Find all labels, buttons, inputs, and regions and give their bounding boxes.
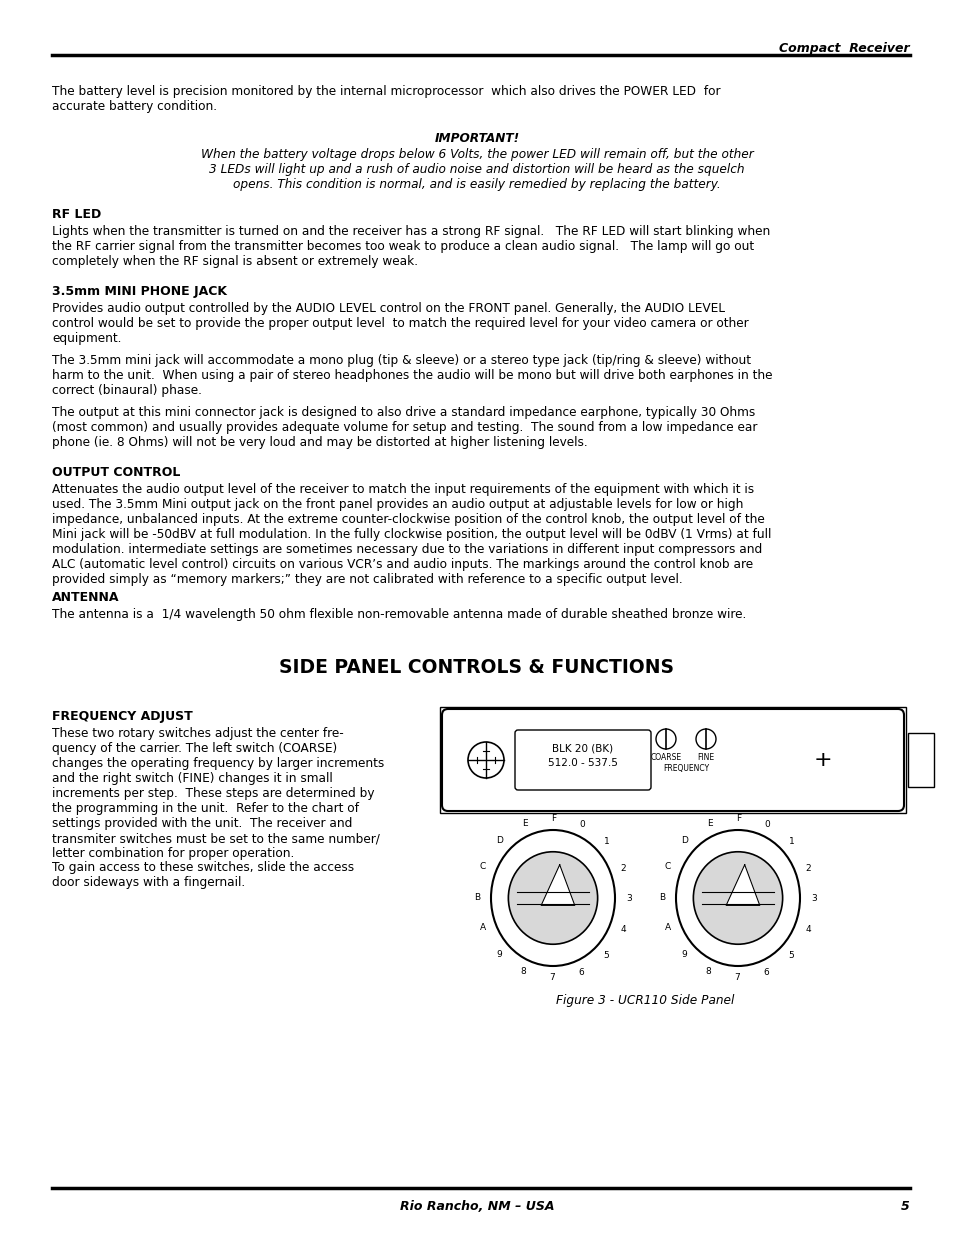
Text: D: D	[680, 836, 687, 846]
Text: D: D	[496, 836, 502, 846]
Ellipse shape	[693, 852, 781, 945]
Text: OUTPUT CONTROL: OUTPUT CONTROL	[52, 466, 180, 479]
Text: 2: 2	[620, 863, 625, 873]
FancyBboxPatch shape	[907, 734, 933, 787]
Text: 5: 5	[602, 951, 609, 960]
Text: B: B	[659, 893, 664, 902]
Text: 6: 6	[578, 968, 584, 977]
Text: Attenuates the audio output level of the receiver to match the input requirement: Attenuates the audio output level of the…	[52, 483, 771, 585]
Text: B: B	[474, 893, 479, 902]
Text: 3: 3	[810, 894, 816, 903]
Text: E: E	[706, 819, 712, 829]
Text: The 3.5mm mini jack will accommodate a mono plug (tip & sleeve) or a stereo type: The 3.5mm mini jack will accommodate a m…	[52, 354, 772, 396]
Text: 9: 9	[496, 950, 501, 958]
FancyBboxPatch shape	[441, 709, 903, 811]
Ellipse shape	[508, 852, 597, 945]
Text: C: C	[664, 862, 671, 871]
Text: SIDE PANEL CONTROLS & FUNCTIONS: SIDE PANEL CONTROLS & FUNCTIONS	[279, 658, 674, 677]
Text: 512.0 - 537.5: 512.0 - 537.5	[547, 758, 618, 768]
Circle shape	[696, 729, 716, 748]
Text: 1: 1	[788, 837, 794, 846]
Text: Compact  Receiver: Compact Receiver	[779, 42, 909, 56]
Text: 5: 5	[787, 951, 793, 960]
Text: 9: 9	[680, 950, 686, 958]
Ellipse shape	[676, 830, 800, 966]
Text: Lights when the transmitter is turned on and the receiver has a strong RF signal: Lights when the transmitter is turned on…	[52, 225, 769, 268]
Text: 8: 8	[704, 967, 710, 976]
Text: 8: 8	[520, 967, 526, 976]
Text: FREQUENCY: FREQUENCY	[662, 764, 708, 773]
Text: 0: 0	[764, 820, 770, 829]
Text: FREQUENCY ADJUST: FREQUENCY ADJUST	[52, 710, 193, 722]
FancyBboxPatch shape	[515, 730, 650, 790]
Text: When the battery voltage drops below 6 Volts, the power LED will remain off, but: When the battery voltage drops below 6 V…	[200, 148, 753, 191]
Text: 2: 2	[805, 863, 810, 873]
Text: COARSE: COARSE	[650, 753, 680, 762]
Text: IMPORTANT!: IMPORTANT!	[434, 132, 519, 144]
Text: Provides audio output controlled by the AUDIO LEVEL control on the FRONT panel. : Provides audio output controlled by the …	[52, 303, 748, 345]
Text: 7: 7	[734, 973, 740, 983]
Text: BLK 20 (BK): BLK 20 (BK)	[552, 743, 613, 753]
Text: 6: 6	[762, 968, 768, 977]
Text: These two rotary switches adjust the center fre-
quency of the carrier. The left: These two rotary switches adjust the cen…	[52, 727, 384, 860]
Polygon shape	[540, 864, 575, 905]
Text: F: F	[551, 814, 556, 823]
Text: A: A	[479, 924, 485, 932]
Polygon shape	[725, 864, 759, 905]
Text: Figure 3 - UCR110 Side Panel: Figure 3 - UCR110 Side Panel	[556, 994, 734, 1007]
Text: 3.5mm MINI PHONE JACK: 3.5mm MINI PHONE JACK	[52, 285, 227, 298]
Text: +: +	[813, 750, 831, 769]
Text: The battery level is precision monitored by the internal microprocessor  which a: The battery level is precision monitored…	[52, 85, 720, 112]
Text: 0: 0	[579, 820, 585, 829]
Text: Rio Rancho, NM – USA: Rio Rancho, NM – USA	[399, 1200, 554, 1213]
Text: 5: 5	[901, 1200, 909, 1213]
Text: RF LED: RF LED	[52, 207, 101, 221]
Text: C: C	[479, 862, 486, 871]
Text: 3: 3	[625, 894, 631, 903]
Text: ANTENNA: ANTENNA	[52, 592, 119, 604]
Text: The output at this mini connector jack is designed to also drive a standard impe: The output at this mini connector jack i…	[52, 406, 757, 450]
Text: F: F	[736, 814, 740, 823]
Text: FINE: FINE	[697, 753, 714, 762]
Text: A: A	[664, 924, 670, 932]
Text: 4: 4	[619, 925, 625, 934]
Text: 1: 1	[603, 837, 609, 846]
Circle shape	[656, 729, 676, 748]
Circle shape	[468, 742, 503, 778]
Text: The antenna is a  1/4 wavelength 50 ohm flexible non-removable antenna made of d: The antenna is a 1/4 wavelength 50 ohm f…	[52, 608, 745, 621]
Text: 4: 4	[804, 925, 810, 934]
Text: E: E	[521, 819, 527, 829]
Text: 7: 7	[549, 973, 555, 983]
Ellipse shape	[491, 830, 615, 966]
Text: To gain access to these switches, slide the access
door sideways with a fingerna: To gain access to these switches, slide …	[52, 861, 354, 889]
